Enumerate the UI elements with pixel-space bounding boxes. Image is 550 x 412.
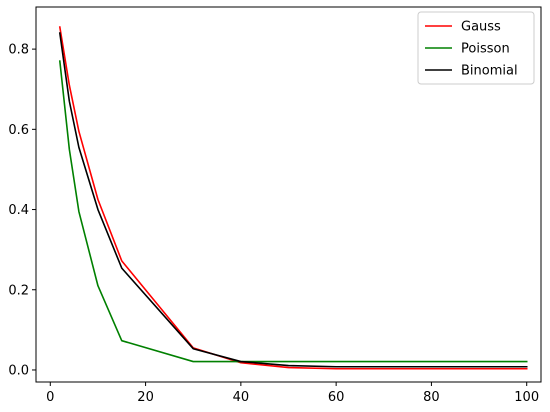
x-tick-label: 60 — [328, 390, 345, 405]
legend-box — [417, 11, 535, 85]
x-tick-label: 40 — [233, 390, 250, 405]
y-tick-label: 0.0 — [8, 363, 29, 378]
series-line-binomial — [58, 32, 528, 368]
x-tick-label: 20 — [137, 390, 154, 405]
legend: Gauss Poisson Binomial — [417, 11, 535, 85]
x-tick-label: 0 — [46, 390, 54, 405]
series-layer — [58, 26, 528, 370]
legend-label-poisson: Poisson — [461, 42, 510, 57]
y-tick-label: 0.4 — [8, 203, 29, 218]
legend-label-gauss: Gauss — [461, 20, 501, 35]
legend-label-binomial: Binomial — [461, 64, 518, 79]
x-tick-label: 80 — [423, 390, 440, 405]
axes-frame — [35, 6, 542, 383]
y-tick-label: 0.8 — [8, 43, 29, 58]
series-line-poisson — [58, 60, 528, 363]
y-tick-label: 0.2 — [8, 283, 29, 298]
y-tick-label: 0.6 — [8, 123, 29, 138]
x-tick-label: 100 — [514, 390, 539, 405]
axes-layer: 0 20 40 60 80 100 0.0 0.2 0.4 0.6 0.8 — [8, 6, 542, 405]
